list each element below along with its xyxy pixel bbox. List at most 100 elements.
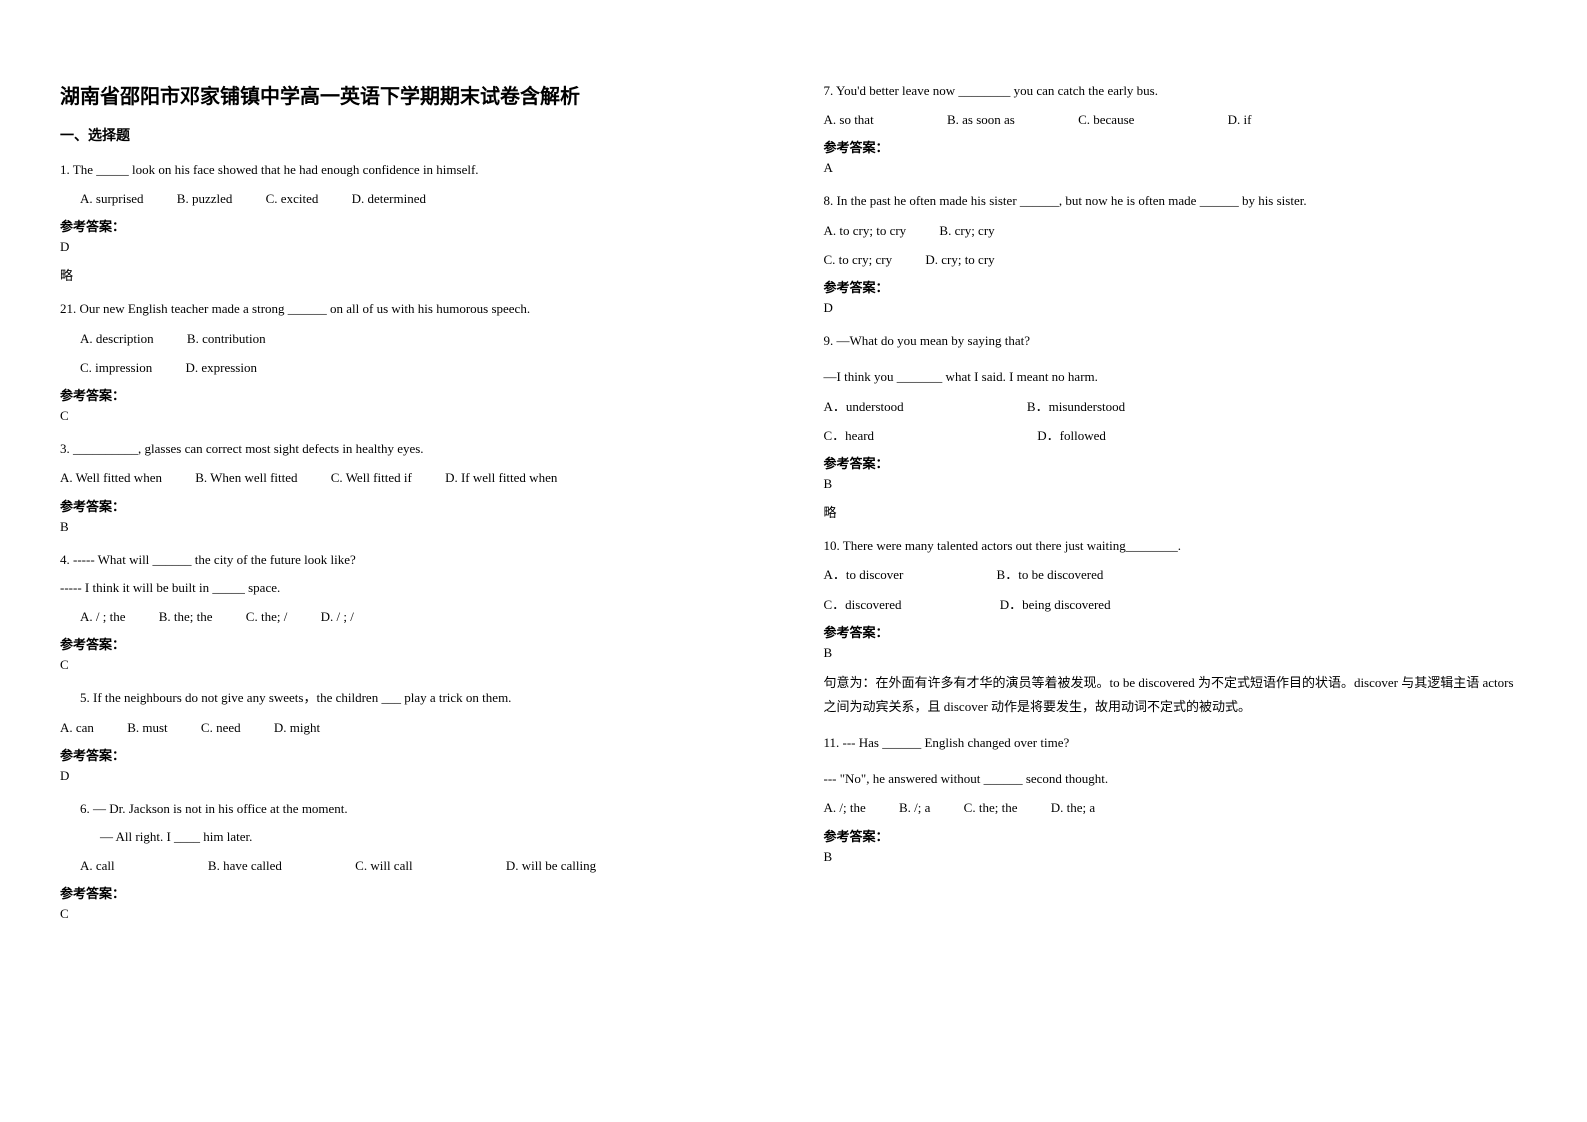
question-1-options: A. surprised B. puzzled C. excited D. de… [60, 187, 764, 210]
q10-answer: B [824, 645, 1528, 661]
q3-answer: B [60, 519, 764, 535]
q6-answer: C [60, 906, 764, 922]
q21-answer: C [60, 408, 764, 424]
q6-option-d: D. will be calling [506, 854, 596, 877]
q1-option-b: B. puzzled [177, 187, 233, 210]
question-8-options-row2: C. to cry; cry D. cry; to cry [824, 248, 1528, 271]
q11-option-a: A. /; the [824, 796, 866, 819]
q11-option-b: B. /; a [899, 796, 930, 819]
q9-answer: B [824, 476, 1528, 492]
question-10-stem: 10. There were many talented actors out … [824, 535, 1528, 557]
page-container: 湖南省邵阳市邓家铺镇中学高一英语下学期期末试卷含解析 一、选择题 1. The … [60, 80, 1527, 932]
question-11-line2: --- "No", he answered without ______ sec… [824, 768, 1528, 790]
q7-option-d: D. if [1228, 108, 1252, 131]
q4-option-d: D. / ; / [321, 605, 354, 628]
q9-option-d: D．followed [1037, 424, 1106, 447]
question-7-options: A. so that B. as soon as C. because D. i… [824, 108, 1528, 131]
q3-option-a: A. Well fitted when [60, 466, 162, 489]
question-10-options-row2: C．discovered D．being discovered [824, 593, 1528, 616]
answer-label: 参考答案： [60, 883, 764, 902]
question-6-line1: 6. — Dr. Jackson is not in his office at… [60, 798, 764, 820]
q5-option-c: C. need [201, 716, 241, 739]
question-9-options-row1: A．understood B．misunderstood [824, 395, 1528, 418]
question-3-options: A. Well fitted when B. When well fitted … [60, 466, 764, 489]
q1-answer: D [60, 239, 764, 255]
question-5-options: A. can B. must C. need D. might [60, 716, 764, 739]
question-8-stem: 8. In the past he often made his sister … [824, 190, 1528, 212]
answer-label: 参考答案： [824, 137, 1528, 156]
question-21-stem: 21. Our new English teacher made a stron… [60, 298, 764, 320]
q10-option-c: C．discovered [824, 593, 902, 616]
q8-option-d: D. cry; to cry [925, 248, 994, 271]
q1-option-a: A. surprised [80, 187, 144, 210]
section-heading: 一、选择题 [60, 125, 764, 145]
q3-option-c: C. Well fitted if [331, 466, 412, 489]
q11-option-c: C. the; the [964, 796, 1018, 819]
answer-label: 参考答案： [60, 216, 764, 235]
q4-option-a: A. / ; the [80, 605, 126, 628]
q7-answer: A [824, 160, 1528, 176]
answer-label: 参考答案： [824, 826, 1528, 845]
q3-option-b: B. When well fitted [195, 466, 297, 489]
q4-answer: C [60, 657, 764, 673]
q4-option-b: B. the; the [159, 605, 213, 628]
q10-option-a: A．to discover [824, 563, 904, 586]
q5-option-b: B. must [127, 716, 167, 739]
q21-option-b: B. contribution [187, 327, 266, 350]
question-9-options-row2: C．heard D．followed [824, 424, 1528, 447]
q21-option-c: C. impression [80, 356, 152, 379]
question-6-options: A. call B. have called C. will call D. w… [60, 854, 764, 877]
question-9-line1: 9. —What do you mean by saying that? [824, 330, 1528, 352]
answer-label: 参考答案： [60, 385, 764, 404]
right-column: 7. You'd better leave now ________ you c… [824, 80, 1528, 932]
answer-label: 参考答案： [60, 496, 764, 515]
question-9-line2: —I think you _______ what I said. I mean… [824, 366, 1528, 388]
q1-option-c: C. excited [266, 187, 319, 210]
question-21-options-row1: A. description B. contribution [60, 327, 764, 350]
question-8-options-row1: A. to cry; to cry B. cry; cry [824, 219, 1528, 242]
answer-label: 参考答案： [60, 634, 764, 653]
question-6-line2: — All right. I ____ him later. [60, 826, 764, 848]
question-11-options: A. /; the B. /; a C. the; the D. the; a [824, 796, 1528, 819]
q11-option-d: D. the; a [1051, 796, 1095, 819]
question-4-options: A. / ; the B. the; the C. the; / D. / ; … [60, 605, 764, 628]
q10-option-d: D．being discovered [1000, 593, 1111, 616]
q10-explanation: 句意为：在外面有许多有才华的演员等着被发现。to be discovered 为… [824, 671, 1528, 718]
q21-option-d: D. expression [185, 356, 257, 379]
answer-label: 参考答案： [60, 745, 764, 764]
answer-label: 参考答案： [824, 453, 1528, 472]
q6-option-b: B. have called [208, 854, 282, 877]
q8-answer: D [824, 300, 1528, 316]
question-10-options-row1: A．to discover B．to be discovered [824, 563, 1528, 586]
q10-option-b: B．to be discovered [997, 563, 1104, 586]
q3-option-d: D. If well fitted when [445, 466, 557, 489]
q8-option-a: A. to cry; to cry [824, 219, 907, 242]
q6-option-a: A. call [80, 854, 115, 877]
question-21-options-row2: C. impression D. expression [60, 356, 764, 379]
q7-option-b: B. as soon as [947, 108, 1015, 131]
left-column: 湖南省邵阳市邓家铺镇中学高一英语下学期期末试卷含解析 一、选择题 1. The … [60, 80, 764, 932]
q9-option-b: B．misunderstood [1027, 395, 1125, 418]
q5-option-a: A. can [60, 716, 94, 739]
q5-answer: D [60, 768, 764, 784]
q9-option-a: A．understood [824, 395, 904, 418]
q4-option-c: C. the; / [246, 605, 288, 628]
q1-answer-note: 略 [60, 265, 764, 284]
q8-option-b: B. cry; cry [939, 219, 994, 242]
answer-label: 参考答案： [824, 622, 1528, 641]
question-11-line1: 11. --- Has ______ English changed over … [824, 732, 1528, 754]
document-title: 湖南省邵阳市邓家铺镇中学高一英语下学期期末试卷含解析 [60, 80, 764, 109]
q9-answer-note: 略 [824, 502, 1528, 521]
answer-label: 参考答案： [824, 277, 1528, 296]
q11-answer: B [824, 849, 1528, 865]
q9-option-c: C．heard [824, 424, 875, 447]
question-1-stem: 1. The _____ look on his face showed tha… [60, 159, 764, 181]
q7-option-a: A. so that [824, 108, 874, 131]
q6-option-c: C. will call [355, 854, 412, 877]
q7-option-c: C. because [1078, 108, 1134, 131]
q5-option-d: D. might [274, 716, 320, 739]
question-3-stem: 3. __________, glasses can correct most … [60, 438, 764, 460]
question-4-line2: ----- I think it will be built in _____ … [60, 577, 764, 599]
q8-option-c: C. to cry; cry [824, 248, 893, 271]
question-7-stem: 7. You'd better leave now ________ you c… [824, 80, 1528, 102]
